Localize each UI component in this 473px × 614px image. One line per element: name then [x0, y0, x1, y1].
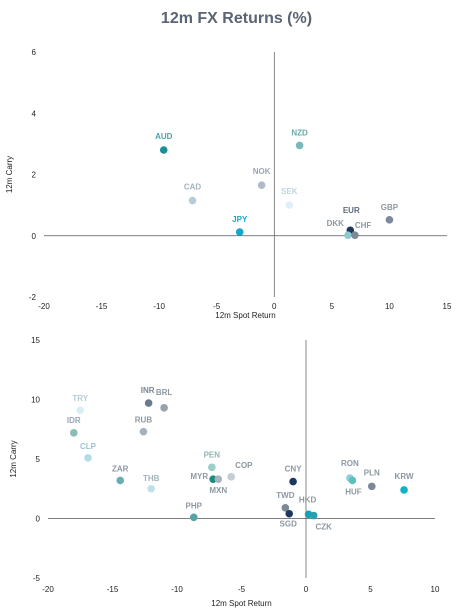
x-tick-label: 15 [443, 302, 452, 311]
data-label-twd: TWD [276, 491, 294, 500]
data-label-krw: KRW [395, 472, 414, 481]
data-label-huf: HUF [345, 487, 362, 496]
x-tick-label: -15 [107, 585, 119, 594]
y-tick-label: 15 [31, 336, 40, 345]
data-point-pln [367, 482, 376, 491]
data-point-dkk [344, 231, 352, 239]
data-point-rub [139, 427, 148, 436]
x-tick-label: -10 [171, 585, 183, 594]
data-point-nok [257, 181, 266, 190]
data-label-jpy: JPY [232, 215, 248, 224]
y-tick-label: 2 [32, 171, 37, 180]
data-point-krw [400, 486, 408, 494]
data-point-aud [159, 146, 168, 154]
data-point-gbp [385, 216, 394, 224]
data-label-clp: CLP [80, 442, 97, 451]
x-tick-label: -10 [153, 302, 165, 311]
data-label-idr: IDR [67, 416, 81, 425]
data-label-inr: INR [141, 386, 155, 395]
data-label-chf: CHF [355, 221, 372, 230]
data-point-zar [116, 476, 125, 485]
data-label-aud: AUD [155, 132, 173, 141]
y-tick-label: -5 [33, 574, 41, 583]
y-tick-label: 5 [36, 455, 41, 464]
x-tick-label: 5 [368, 585, 373, 594]
chart-title: 12m FX Returns (%) [160, 10, 313, 27]
data-label-thb: THB [143, 474, 160, 483]
x-tick-label: 10 [385, 302, 394, 311]
data-point-brl [160, 404, 168, 412]
data-point-czk [309, 511, 318, 520]
x-tick-label: -5 [213, 302, 221, 311]
x-tick-label: 0 [304, 585, 309, 594]
data-label-ron: RON [341, 459, 359, 468]
data-point-jpy [235, 228, 244, 236]
data-label-cad: CAD [184, 183, 202, 192]
data-point-mxn [214, 475, 223, 484]
data-label-hkd: HKD [299, 495, 317, 504]
data-label-sgd: SGD [280, 520, 298, 529]
data-point-huf [348, 476, 357, 485]
y-axis-title: 12m Carry [5, 156, 14, 193]
data-label-nok: NOK [253, 167, 271, 176]
data-label-pln: PLN [364, 468, 380, 477]
data-point-clp [84, 454, 92, 462]
x-axis-title: 12m Spot Return [211, 599, 271, 608]
x-tick-label: -5 [238, 585, 246, 594]
data-point-pen [208, 463, 216, 472]
data-label-dkk: DKK [327, 219, 345, 228]
y-tick-label: 6 [32, 48, 37, 57]
x-tick-label: 0 [272, 302, 277, 311]
data-label-myr: MYR [190, 472, 208, 481]
data-label-czk: CZK [316, 523, 333, 532]
y-tick-label: 0 [32, 232, 37, 241]
data-point-cad [188, 196, 197, 205]
y-tick-label: 4 [32, 109, 37, 118]
data-point-sek [285, 201, 294, 209]
data-point-chf [351, 231, 359, 239]
data-point-cop [227, 473, 235, 481]
data-label-sek: SEK [281, 187, 298, 196]
data-label-nzd: NZD [291, 128, 308, 137]
data-label-brl: BRL [156, 388, 173, 397]
x-tick-label: -15 [96, 302, 108, 311]
y-tick-label: 0 [36, 515, 41, 524]
data-label-pen: PEN [204, 450, 221, 459]
x-tick-label: 5 [330, 302, 335, 311]
y-tick-label: 10 [31, 396, 40, 405]
x-tick-label: -20 [38, 302, 50, 311]
data-point-idr [70, 429, 78, 437]
data-label-try: TRY [72, 394, 88, 403]
data-point-nzd [295, 141, 304, 150]
data-label-eur: EUR [343, 206, 360, 215]
data-label-cny: CNY [285, 465, 303, 474]
x-tick-label: -20 [42, 585, 54, 594]
data-label-zar: ZAR [112, 464, 129, 473]
data-point-cny [289, 477, 297, 486]
data-point-twd [281, 503, 290, 512]
y-axis-title: 12m Carry [9, 440, 18, 477]
y-tick-label: -2 [29, 293, 37, 302]
x-axis-title: 12m Spot Return [215, 311, 275, 320]
data-point-inr [144, 399, 153, 407]
data-point-try [76, 406, 85, 415]
data-point-sgd [285, 509, 294, 518]
data-point-thb [147, 484, 155, 493]
x-tick-label: 10 [431, 585, 440, 594]
data-label-gbp: GBP [381, 203, 399, 212]
data-label-php: PHP [186, 501, 203, 510]
data-label-rub: RUB [135, 416, 153, 425]
data-label-cop: COP [235, 461, 253, 470]
data-point-php [189, 513, 198, 522]
data-label-mxn: MXN [209, 486, 227, 495]
